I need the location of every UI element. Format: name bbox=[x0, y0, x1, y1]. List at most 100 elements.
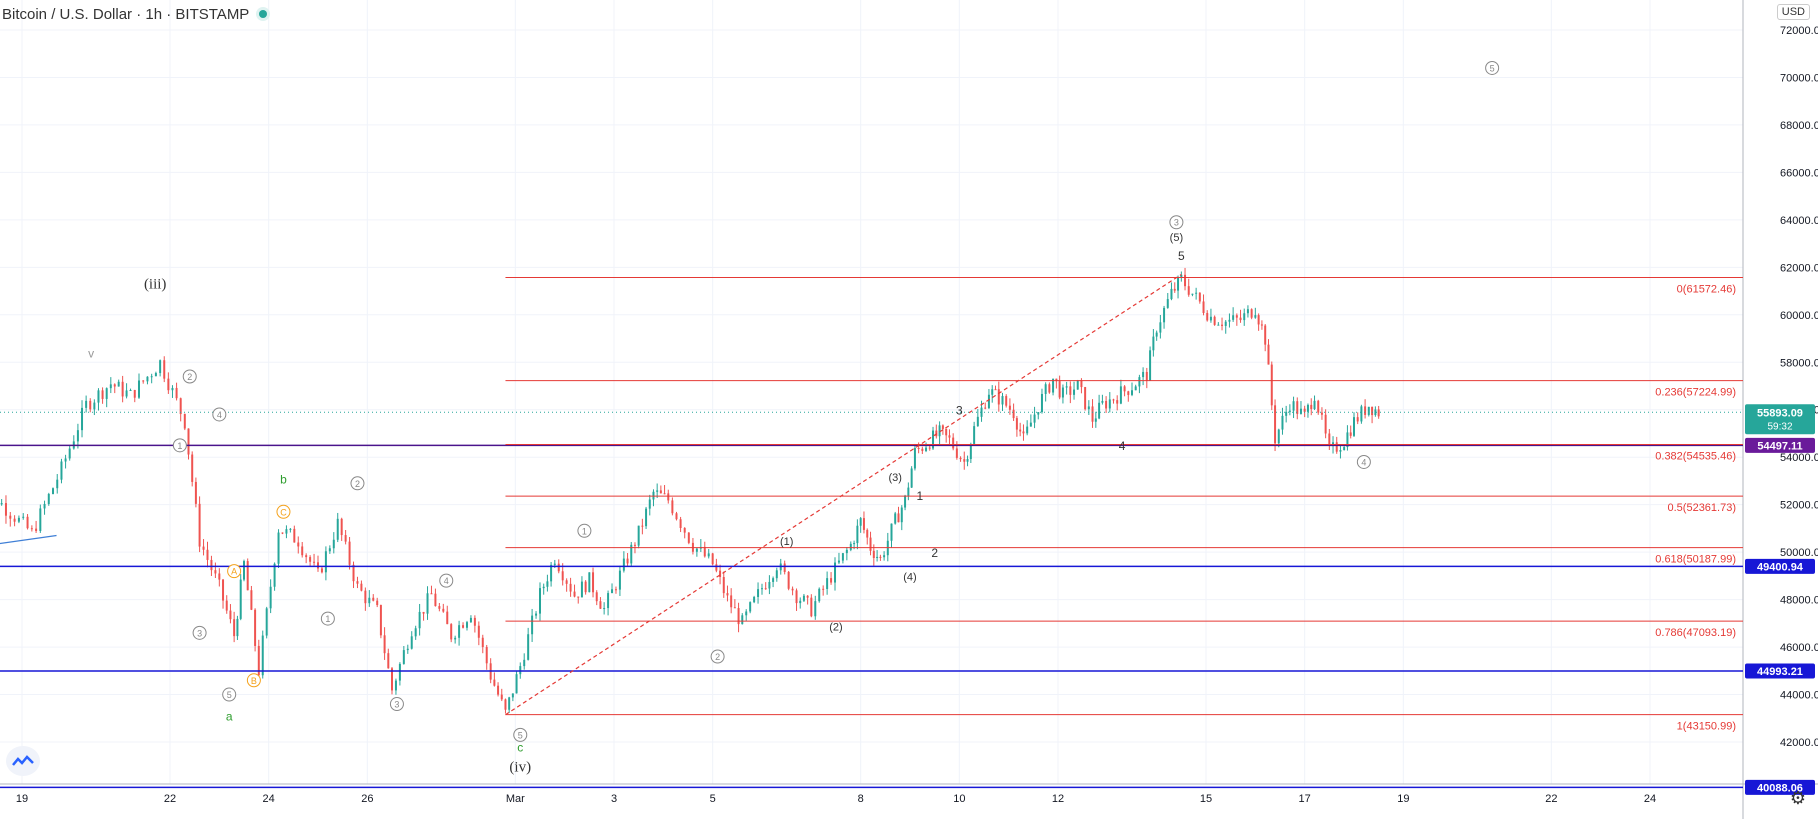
candle-body bbox=[1277, 429, 1280, 444]
candle-body bbox=[856, 525, 859, 544]
candle-body bbox=[187, 428, 190, 455]
wave-label: v bbox=[88, 347, 94, 361]
candle-body bbox=[928, 447, 931, 449]
price-tick-label: 44000.00 bbox=[1780, 690, 1818, 702]
candle-body bbox=[462, 625, 465, 628]
candle-body bbox=[879, 556, 882, 558]
candle-body bbox=[791, 588, 794, 591]
wave-label: 4 bbox=[217, 410, 222, 420]
candle-body bbox=[1292, 401, 1295, 411]
wave-label: 2 bbox=[715, 652, 720, 662]
candle-body bbox=[289, 528, 292, 530]
wave-label-circle bbox=[577, 523, 592, 538]
price-tick-label: 70000.00 bbox=[1780, 72, 1818, 84]
candle-body bbox=[387, 653, 390, 669]
currency-badge[interactable]: USD bbox=[1776, 4, 1810, 20]
candle-body bbox=[753, 596, 756, 603]
candle-body bbox=[876, 556, 879, 559]
candle-body bbox=[465, 622, 468, 628]
candle-body bbox=[726, 593, 729, 596]
candle-body bbox=[577, 596, 580, 598]
trendline[interactable] bbox=[0, 534, 57, 548]
candle-body bbox=[246, 561, 249, 591]
candle-body bbox=[1152, 336, 1155, 351]
candle-body bbox=[595, 592, 598, 602]
candle-body bbox=[1005, 396, 1008, 406]
candle-body bbox=[402, 650, 405, 664]
candle-body bbox=[749, 602, 752, 612]
candle-body bbox=[907, 487, 910, 496]
wave-label-circle bbox=[222, 687, 237, 702]
candle-body bbox=[614, 589, 617, 591]
candle-body bbox=[1091, 406, 1094, 422]
candle-body bbox=[980, 407, 983, 417]
candle-body bbox=[818, 588, 821, 602]
settings-gear-icon[interactable]: ⚙ bbox=[1789, 788, 1806, 808]
logo-wave-icon bbox=[12, 755, 34, 766]
candle-body bbox=[1228, 319, 1231, 322]
candle-body bbox=[523, 659, 526, 667]
candle-body bbox=[481, 637, 484, 648]
candle-body bbox=[1001, 396, 1004, 405]
horizontal-line-price: 49400.94 bbox=[1757, 561, 1804, 573]
wave-label: 3 bbox=[956, 403, 963, 417]
candle-body bbox=[1012, 409, 1015, 419]
time-axis[interactable]: 19 22 24 26 Mar 3 5 8 10 12 15 17 19 22 24 bbox=[16, 793, 1656, 805]
price-tick-label: 52000.00 bbox=[1780, 500, 1818, 512]
candle-body bbox=[890, 523, 893, 541]
candle-body bbox=[175, 387, 178, 399]
candle-body bbox=[257, 645, 260, 676]
candle-body bbox=[535, 613, 538, 616]
candle-body bbox=[1184, 274, 1187, 287]
candle-body bbox=[60, 461, 63, 480]
candle-body bbox=[1260, 324, 1263, 326]
candle-body bbox=[394, 680, 397, 691]
candle-body bbox=[150, 376, 153, 378]
candle-body bbox=[121, 381, 124, 397]
candle-body bbox=[703, 546, 706, 557]
wave-label: 3 bbox=[197, 628, 202, 638]
time-tick-label: 3 bbox=[611, 793, 617, 805]
candle-body bbox=[1170, 288, 1173, 300]
interval[interactable]: 1h bbox=[145, 5, 163, 23]
candle-body bbox=[1187, 286, 1190, 295]
candle-body bbox=[239, 579, 242, 619]
candle-body bbox=[695, 548, 698, 552]
candle-body bbox=[826, 578, 829, 589]
wave-label-circle bbox=[227, 564, 242, 579]
candle-body bbox=[783, 563, 786, 572]
candle-body bbox=[546, 581, 549, 587]
candle-body bbox=[117, 381, 120, 387]
candle-body bbox=[1288, 410, 1291, 412]
candle-body bbox=[745, 611, 748, 616]
candle-body bbox=[1320, 412, 1323, 415]
candle-body bbox=[1058, 381, 1061, 398]
candle-body bbox=[733, 607, 736, 609]
candle-body bbox=[1033, 414, 1036, 423]
candle-body bbox=[883, 555, 886, 558]
candle-body bbox=[4, 503, 7, 516]
candle-body bbox=[89, 400, 92, 410]
candle-body bbox=[711, 553, 714, 565]
candle-body bbox=[1037, 412, 1040, 415]
candle-body bbox=[527, 634, 530, 660]
price-tick-label: 58000.00 bbox=[1780, 357, 1818, 369]
candle-body bbox=[941, 425, 944, 429]
candle-body bbox=[531, 615, 534, 635]
fib-retracement[interactable]: 0(61572.46) 0.236(57224.99) 0.382(54535.46… bbox=[505, 276, 1743, 733]
candle-body bbox=[125, 390, 128, 397]
badge-bg bbox=[1745, 404, 1815, 435]
candle-body bbox=[485, 647, 488, 664]
badge-bg bbox=[1745, 558, 1815, 574]
trendline[interactable] bbox=[505, 273, 1182, 716]
candle-body bbox=[659, 490, 662, 494]
wave-label-circle bbox=[439, 573, 454, 588]
candle-body bbox=[917, 448, 920, 450]
price-axis[interactable]: 72000.00 70000.00 68000.00 66000.00 64000.00… bbox=[1745, 25, 1818, 795]
current-price-badge: 55893.09 59:32 bbox=[1745, 404, 1815, 435]
candle-body bbox=[1166, 299, 1169, 308]
tradingview-logo-icon[interactable] bbox=[6, 746, 40, 776]
candle-body bbox=[146, 376, 149, 382]
